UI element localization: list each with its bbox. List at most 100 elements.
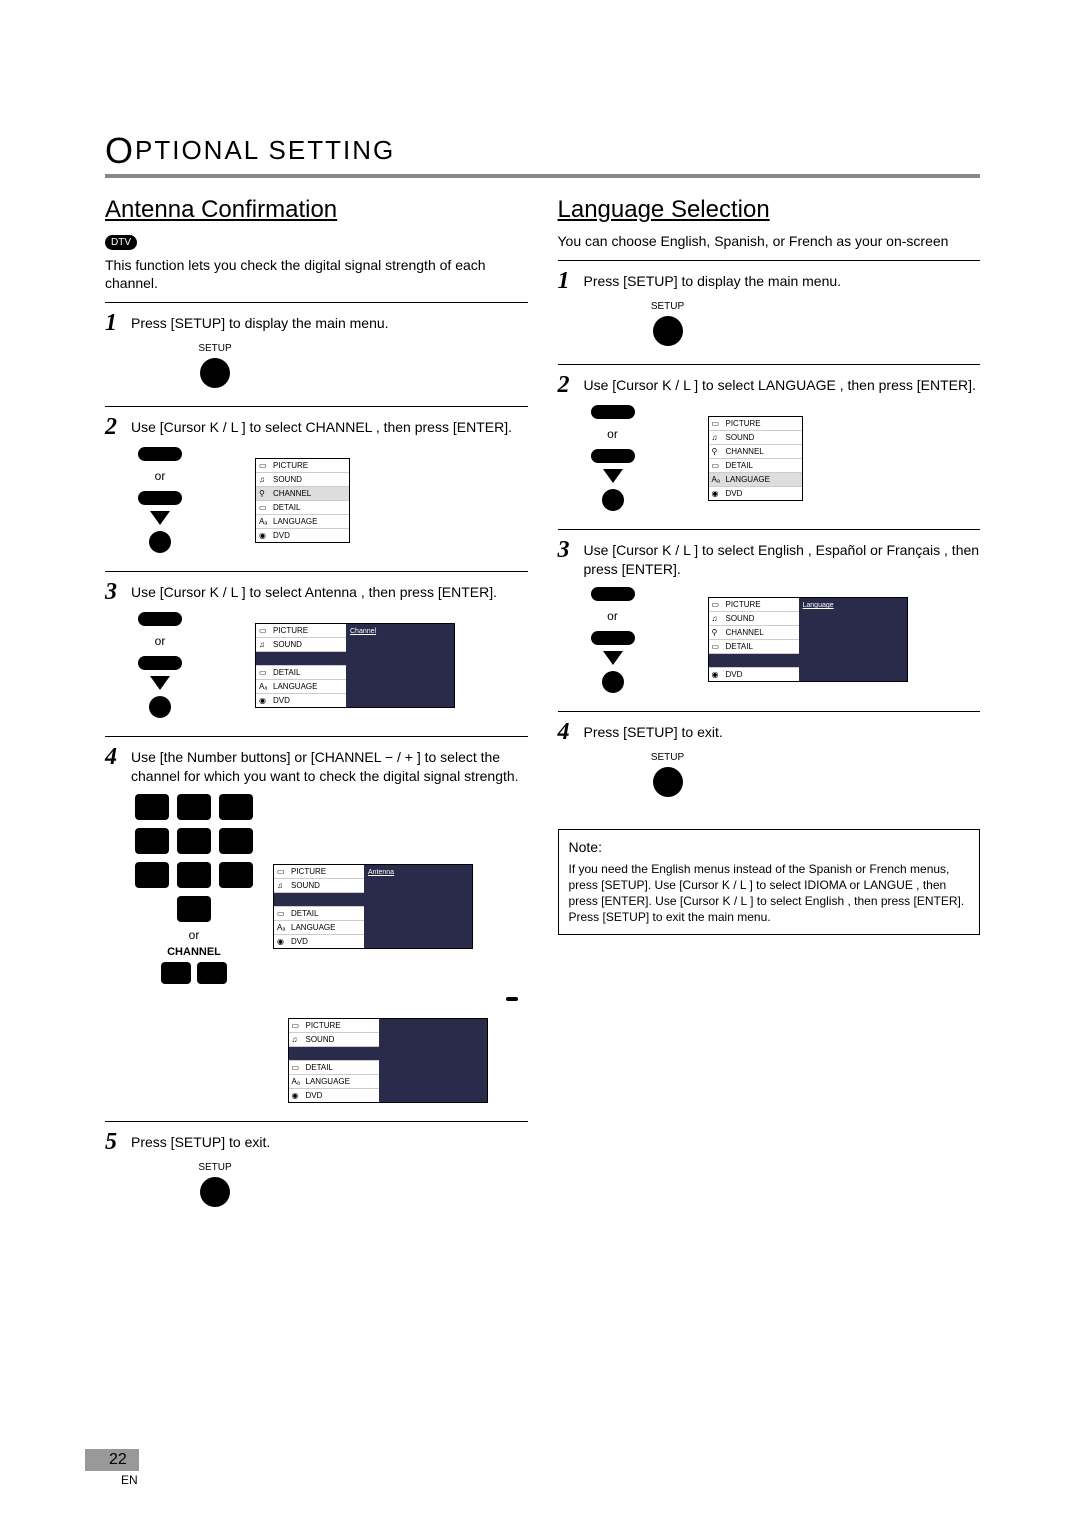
- right-step-2: 2 Use [Cursor K / L ] to select LANGUAGE…: [558, 364, 981, 523]
- step-number: 3: [105, 580, 123, 604]
- menu-item: PICTURE: [273, 461, 308, 470]
- cursor-buttons-icon: or: [588, 405, 638, 511]
- menu-item: DETAIL: [726, 642, 753, 651]
- right-step-1: 1 Press [SETUP] to display the main menu…: [558, 260, 981, 358]
- dtv-badge: DTV: [105, 235, 137, 250]
- step-number: 4: [105, 745, 123, 769]
- menu-item: CHANNEL: [726, 628, 764, 637]
- setup-button-icon: [200, 358, 230, 388]
- menu-item: DVD: [726, 489, 743, 498]
- cursor-buttons-icon: or: [135, 447, 185, 553]
- step-number: 2: [558, 373, 576, 397]
- step-number: 2: [105, 415, 123, 439]
- menu-item: DETAIL: [273, 503, 300, 512]
- left-step-1: 1 Press [SETUP] to display the main menu…: [105, 302, 528, 400]
- right-step-4: 4 Press [SETUP] to exit. SETUP: [558, 711, 981, 809]
- step-text: Press [SETUP] to exit.: [584, 720, 723, 742]
- menu-list: ▭PICTURE ♫SOUND ⚲CHANNEL ▭DETAIL AₐLANGU…: [708, 416, 803, 501]
- menu-item: SOUND: [726, 614, 755, 623]
- menu-item: PICTURE: [726, 419, 761, 428]
- title-prefix: O: [105, 130, 135, 171]
- step-number: 4: [558, 720, 576, 744]
- menu-item: DETAIL: [306, 1063, 333, 1072]
- osd-language: ▭PICTURE ♫SOUND ⚲CHANNEL ▭DETAIL ◉DVD La…: [708, 597, 908, 682]
- menu-item: DETAIL: [726, 461, 753, 470]
- step-text: Press [SETUP] to exit.: [131, 1130, 270, 1152]
- setup-button-icon: [653, 316, 683, 346]
- note-box: Note: If you need the English menus inst…: [558, 829, 981, 935]
- step-number: 1: [558, 269, 576, 293]
- menu-item: LANGUAGE: [273, 682, 317, 691]
- right-column: Language Selection You can choose Englis…: [558, 196, 981, 1225]
- or-label: or: [607, 427, 618, 441]
- step-text: Press [SETUP] to display the main menu.: [584, 269, 842, 291]
- menu-item: PICTURE: [273, 626, 308, 635]
- menu-item: PICTURE: [726, 600, 761, 609]
- menu-item: SOUND: [273, 640, 302, 649]
- page-number: 22: [85, 1449, 139, 1471]
- menu-item: DETAIL: [273, 668, 300, 677]
- menu-item: DVD: [726, 670, 743, 679]
- left-heading: Antenna Confirmation: [105, 196, 528, 224]
- menu-item: LANGUAGE: [273, 517, 317, 526]
- cursor-buttons-icon: or: [135, 612, 185, 718]
- menu-item: DVD: [273, 531, 290, 540]
- menu-item: LANGUAGE: [306, 1077, 350, 1086]
- section-title: OPTIONAL SETTING: [105, 130, 980, 178]
- menu-item: SOUND: [291, 881, 320, 890]
- step-number: 1: [105, 311, 123, 335]
- step-text: Use [Cursor K / L ] to select CHANNEL , …: [131, 415, 512, 437]
- step-text: Press [SETUP] to display the main menu.: [131, 311, 389, 333]
- setup-label: SETUP: [175, 343, 255, 354]
- setup-label: SETUP: [628, 301, 708, 312]
- step-text: Use [Cursor K / L ] to select Antenna , …: [131, 580, 497, 602]
- setup-button-icon: [653, 767, 683, 797]
- left-column: Antenna Confirmation DTV This function l…: [105, 196, 528, 1225]
- menu-item: DETAIL: [291, 909, 318, 918]
- cursor-buttons-icon: or: [588, 587, 638, 693]
- menu-item: DVD: [273, 696, 290, 705]
- step-text: Use [the Number buttons] or [CHANNEL − /…: [131, 745, 528, 786]
- right-step-3: 3 Use [Cursor K / L ] to select English …: [558, 529, 981, 705]
- right-intro: You can choose English, Spanish, or Fren…: [558, 232, 981, 250]
- setup-button-icon: [200, 1177, 230, 1207]
- menu-item: PICTURE: [291, 867, 326, 876]
- left-step-5: 5 Press [SETUP] to exit. SETUP: [105, 1121, 528, 1219]
- osd-antenna: ▭PICTURE ♫SOUND ▭DETAIL AₐLANGUAGE ◉DVD …: [273, 864, 473, 949]
- step-text: Use [Cursor K / L ] to select LANGUAGE ,…: [584, 373, 976, 395]
- or-label: or: [155, 469, 166, 483]
- note-body: If you need the English menus instead of…: [569, 861, 970, 926]
- osd-channel: ▭PICTURE ♫SOUND ▭DETAIL AₐLANGUAGE ◉DVD …: [255, 623, 455, 708]
- osd-antenna-analog: ▭PICTURE ♫SOUND ▭DETAIL AₐLANGUAGE ◉DVD: [288, 1018, 488, 1103]
- menu-item: CHANNEL: [273, 489, 311, 498]
- left-step-2: 2 Use [Cursor K / L ] to select CHANNEL …: [105, 406, 528, 565]
- or-label: or: [607, 609, 618, 623]
- menu-item: SOUND: [273, 475, 302, 484]
- left-step-3: 3 Use [Cursor K / L ] to select Antenna …: [105, 571, 528, 730]
- left-step-4: 4 Use [the Number buttons] or [CHANNEL −…: [105, 736, 528, 1115]
- or-label: or: [155, 634, 166, 648]
- osd-title: Language: [803, 602, 903, 609]
- menu-item: PICTURE: [306, 1021, 341, 1030]
- step-number: 3: [558, 538, 576, 562]
- page-lang: EN: [121, 1473, 139, 1487]
- setup-label: SETUP: [175, 1162, 255, 1173]
- title-text: PTIONAL SETTING: [135, 135, 395, 165]
- setup-label: SETUP: [628, 752, 708, 763]
- note-title: Note:: [569, 838, 970, 857]
- menu-item: LANGUAGE: [291, 923, 335, 932]
- menu-item: DVD: [306, 1091, 323, 1100]
- analog-badge: [506, 997, 518, 1001]
- menu-item: DVD: [291, 937, 308, 946]
- osd-title: Antenna: [368, 869, 468, 876]
- channel-label: CHANNEL: [135, 946, 253, 958]
- menu-item: CHANNEL: [726, 447, 764, 456]
- step-text: Use [Cursor K / L ] to select English , …: [584, 538, 981, 579]
- step-number: 5: [105, 1130, 123, 1154]
- osd-title: Channel: [350, 628, 450, 635]
- menu-item: SOUND: [726, 433, 755, 442]
- right-heading: Language Selection: [558, 196, 981, 224]
- left-intro: This function lets you check the digital…: [105, 256, 528, 292]
- menu-item: LANGUAGE: [726, 475, 770, 484]
- number-pad-icon: or CHANNEL: [135, 794, 253, 984]
